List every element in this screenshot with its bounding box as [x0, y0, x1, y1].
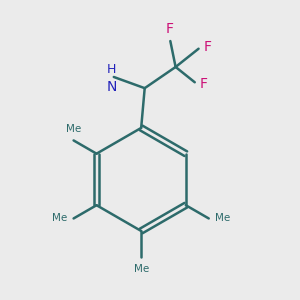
Text: F: F [166, 22, 174, 36]
Text: N: N [106, 80, 117, 94]
Text: Me: Me [66, 124, 81, 134]
Text: Me: Me [134, 264, 149, 274]
Text: Me: Me [52, 214, 67, 224]
Text: H: H [107, 62, 116, 76]
Text: F: F [204, 40, 212, 54]
Text: Me: Me [215, 214, 230, 224]
Text: F: F [200, 77, 208, 91]
